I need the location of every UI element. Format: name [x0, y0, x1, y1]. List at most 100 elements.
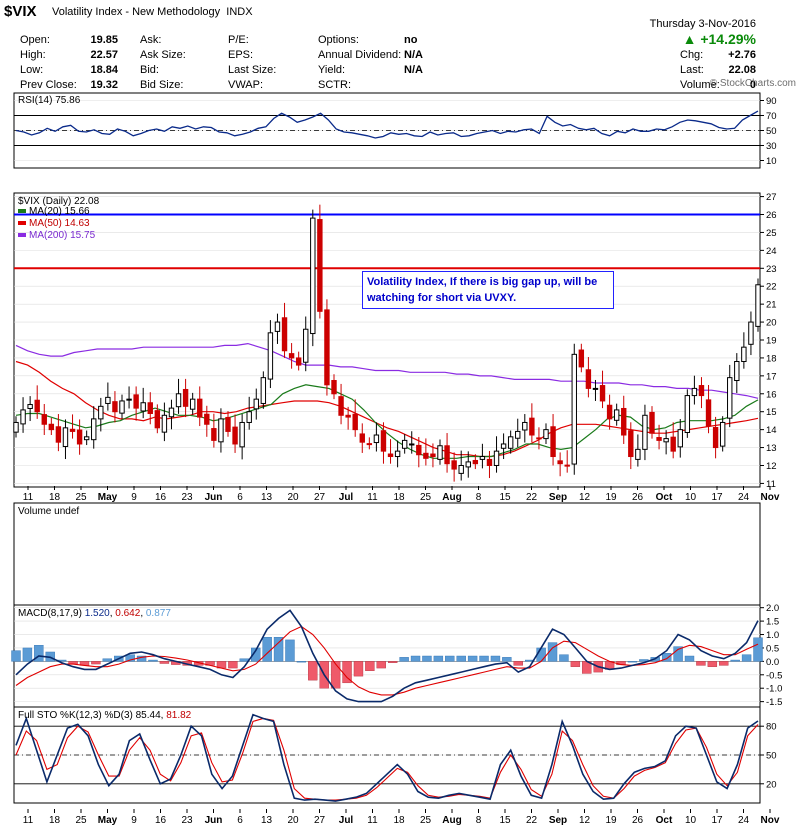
- candle-body: [175, 393, 182, 408]
- x-tick-label: 19: [605, 492, 617, 503]
- candle-body: [380, 430, 387, 452]
- candle-body: [317, 219, 323, 312]
- x-tick-label: Jul: [339, 815, 354, 826]
- symbol[interactable]: $VIX: [4, 3, 37, 20]
- x-tick-label: 23: [181, 492, 193, 503]
- macd-hist-bar: [661, 653, 672, 662]
- y-tick-label: -1.0: [766, 684, 782, 695]
- x-tick-label: 26: [632, 815, 644, 826]
- candle-body: [430, 453, 436, 458]
- x-tick-label: 13: [261, 492, 273, 503]
- x-tick-label: May: [98, 815, 118, 826]
- macd-hist-bar: [502, 657, 512, 662]
- candle-body: [34, 399, 40, 413]
- x-tick-label: 16: [155, 492, 167, 503]
- candle-body: [13, 421, 19, 433]
- macd-hist-bar: [91, 661, 101, 665]
- candle-body: [698, 385, 705, 397]
- candle-body: [592, 387, 599, 390]
- x-tick-label: 26: [632, 492, 644, 503]
- candle-body: [684, 395, 691, 434]
- price-panel: 11 12 13 14 15 16 17 18 19 20 21 22 23 24 25 26 27 $VIX …: [13, 192, 777, 490]
- macd-histogram: [11, 637, 763, 689]
- candle-body: [578, 349, 585, 368]
- candle-body: [543, 429, 549, 440]
- y-tick-label: -0.5: [766, 670, 782, 681]
- y-tick-label: 70: [766, 111, 777, 122]
- candle-body: [225, 416, 231, 432]
- x-tick-label: 25: [75, 492, 87, 503]
- candle-body: [401, 439, 408, 449]
- x-tick-label: Nov: [761, 492, 780, 503]
- x-tick-label: 8: [476, 815, 482, 826]
- price-title: $VIX (Daily) 22.08: [18, 196, 100, 207]
- candle-body: [515, 430, 521, 439]
- y-tick-label: 21: [766, 300, 777, 311]
- volume-title: Volume undef: [18, 506, 79, 517]
- sto-k-line: [15, 713, 759, 802]
- quote-values-col1: 19.85 22.57 18.84 19.32: [90, 34, 118, 91]
- candle-body: [599, 385, 606, 402]
- candle-body: [303, 328, 309, 363]
- macd-hist-bar: [627, 661, 638, 663]
- y-tick-label: 80: [766, 722, 777, 733]
- macd-hist-bar: [125, 654, 135, 662]
- ma20-legend: MA(20) 15.66: [29, 206, 90, 217]
- candle-body: [197, 398, 203, 418]
- macd-title: MACD(8,17,9) 1.520, 0.642, 0.877: [18, 608, 171, 619]
- x-tick-label: Aug: [442, 815, 461, 826]
- candle-body: [352, 413, 358, 431]
- quote-labels-col5: Chg: Last: Volume:: [680, 49, 720, 91]
- macd-hist-bar: [273, 637, 284, 662]
- macd-hist-bar: [262, 637, 272, 662]
- candle-body: [76, 429, 83, 445]
- candle-body: [105, 396, 111, 404]
- macd-hist-bar: [330, 661, 341, 689]
- y-tick-label: 17: [766, 371, 777, 382]
- x-tick-label: 15: [499, 815, 511, 826]
- candle-body: [585, 369, 592, 389]
- x-tick-label: Nov: [761, 815, 780, 826]
- candle-body: [55, 426, 62, 443]
- candle-body: [161, 414, 168, 433]
- rsi-line: [15, 110, 759, 139]
- y-tick-label: 0.5: [766, 643, 779, 654]
- candle-body: [606, 404, 613, 420]
- exchange: INDX: [226, 6, 253, 18]
- macd-hist-bar: [479, 655, 489, 662]
- quote-labels-col4: Options: Annual Dividend: Yield: SCTR:: [318, 34, 402, 91]
- ma20-line: [15, 384, 759, 459]
- x-tick-label: 11: [367, 492, 378, 503]
- candle-body: [133, 394, 139, 409]
- ma50-line: [15, 360, 759, 458]
- candle-body: [635, 448, 641, 460]
- macd-hist-bar: [547, 642, 558, 662]
- candle-body: [557, 460, 563, 465]
- x-tick-label: 11: [23, 815, 34, 826]
- candle-body: [437, 445, 443, 460]
- ma200-line: [15, 342, 759, 399]
- y-tick-label: 18: [766, 353, 777, 364]
- quote-values-col5: +2.76 22.08 0: [728, 49, 756, 91]
- candle-body: [274, 321, 281, 332]
- y-tick-label: 1.0: [766, 630, 779, 641]
- candle-body: [211, 428, 217, 441]
- y-tick-label: 20: [766, 318, 777, 329]
- candle-body: [564, 464, 570, 467]
- x-tick-label: 18: [393, 815, 405, 826]
- candle-body: [712, 426, 719, 449]
- candle-body: [479, 456, 486, 460]
- macd-hist-bar: [159, 661, 170, 664]
- macd-hist-bar: [456, 655, 466, 662]
- x-tick-label: 18: [49, 492, 61, 503]
- candle-body: [324, 309, 330, 386]
- candle-body: [500, 443, 507, 449]
- macd-hist-bar: [707, 661, 718, 667]
- candle-body: [719, 421, 726, 447]
- candle-body: [281, 317, 288, 352]
- candle-body: [260, 377, 267, 404]
- candle-body: [295, 357, 302, 366]
- candle-body: [507, 436, 514, 449]
- macd-hist-bar: [353, 661, 364, 677]
- candle-body: [366, 443, 373, 446]
